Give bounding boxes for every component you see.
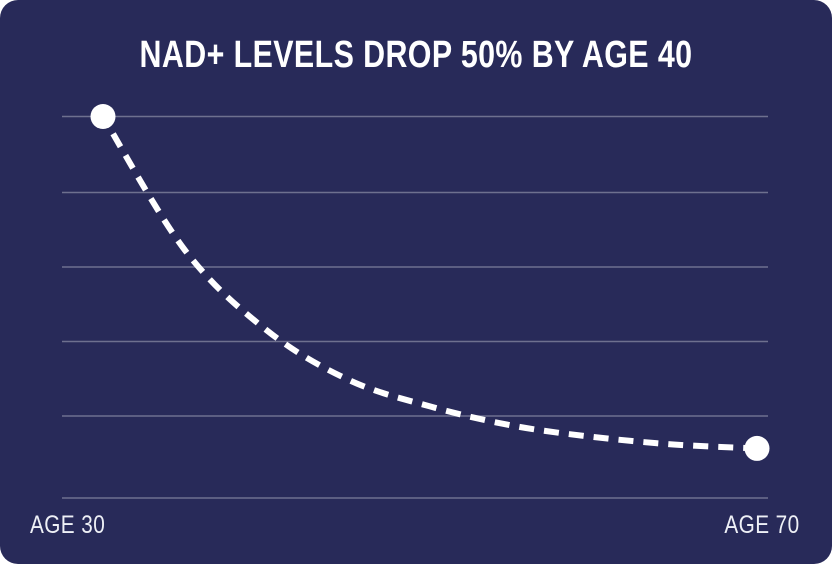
- data-point-age-30: [90, 104, 116, 129]
- nad-decline-curve: [100, 114, 758, 452]
- data-point-age-70: [744, 435, 770, 461]
- x-axis-label-age-30: AGE 30: [30, 511, 106, 539]
- x-axis-label-age-70: AGE 70: [724, 511, 800, 539]
- chart-title: NAD+ LEVELS DROP 50% BY AGE 40: [139, 34, 693, 76]
